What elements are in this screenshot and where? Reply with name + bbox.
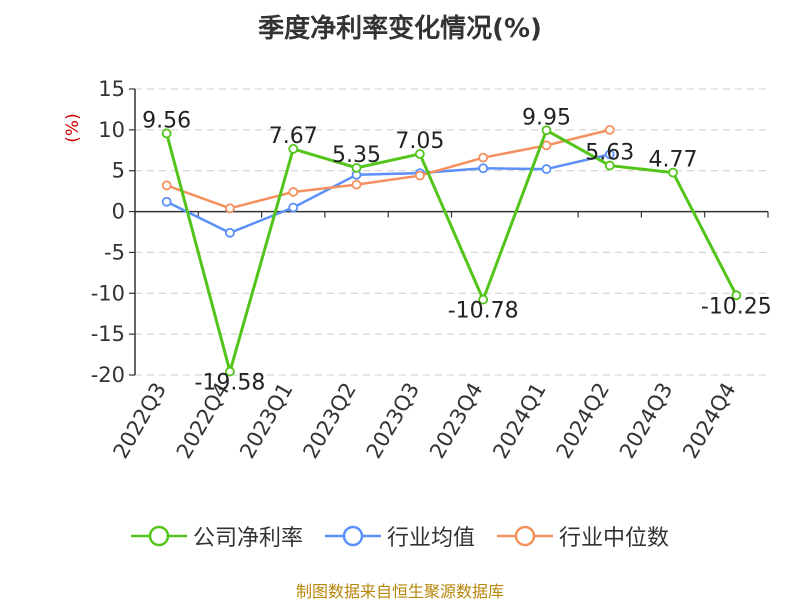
- series-point-1: [478, 163, 489, 174]
- series-point-0: [414, 149, 425, 159]
- data-label: 7.05: [395, 129, 444, 154]
- legend-mean-label: 行业均值: [386, 526, 475, 551]
- series-point-2: [288, 187, 299, 197]
- x-tick-label: 2023Q4: [425, 379, 487, 463]
- data-label: 4.77: [649, 148, 698, 173]
- x-tick-label: 2022Q3: [109, 379, 171, 463]
- legend: 公司净利率 行业均值 行业中位数: [0, 520, 800, 552]
- y-tick-label: 10: [98, 118, 125, 142]
- series-point-0: [478, 294, 489, 305]
- legend-item-industry-mean[interactable]: 行业均值: [324, 520, 475, 552]
- data-label: -10.25: [701, 294, 772, 319]
- series-point-0: [351, 162, 362, 173]
- legend-company-marker-icon: [130, 525, 187, 547]
- x-tick-label: 2024Q2: [552, 379, 614, 463]
- legend-mean-marker-icon: [324, 525, 381, 547]
- y-tick-label: 15: [98, 77, 125, 101]
- x-tick-label: 2024Q3: [615, 379, 677, 463]
- data-label: -19.58: [194, 371, 265, 396]
- series-point-2: [351, 179, 362, 190]
- series-point-0: [225, 366, 235, 377]
- data-label: -10.78: [448, 299, 519, 324]
- series-layer: [161, 124, 742, 377]
- series-point-0: [731, 290, 742, 301]
- x-tick-label: 2024Q4: [678, 379, 740, 463]
- series-point-2: [541, 140, 552, 151]
- data-label: 7.67: [269, 124, 318, 149]
- series-point-1: [225, 227, 235, 238]
- series-point-0: [541, 125, 552, 136]
- data-label: 9.56: [142, 108, 191, 133]
- series-line-2: [166, 128, 611, 210]
- data-labels: 9.56 -19.58 7.67 5.35 7.05 -10.78 9.95 5.63 4.77…: [142, 105, 772, 395]
- series-point-0: [288, 143, 299, 154]
- series-point-1: [541, 164, 552, 174]
- y-tick-label: -5: [104, 240, 125, 264]
- chart-title: 季度净利率变化情况(%): [258, 14, 542, 44]
- series-line-1: [166, 153, 611, 235]
- y-tick-label: -20: [91, 363, 125, 387]
- legend-company-label: 公司净利率: [192, 526, 303, 551]
- x-tick-label: 2023Q2: [298, 379, 360, 463]
- legend-item-company[interactable]: 公司净利率: [130, 520, 303, 552]
- series-line-0: [165, 128, 738, 374]
- legend-item-industry-median[interactable]: 行业中位数: [497, 520, 669, 552]
- series-point-1: [161, 196, 172, 207]
- y-unit-label: (%): [63, 113, 83, 142]
- data-label: 9.95: [522, 105, 571, 130]
- series-point-1: [288, 202, 299, 213]
- data-label: 5.35: [332, 143, 381, 168]
- legend-median-marker-icon: [497, 525, 553, 547]
- y-tick-label: -15: [91, 322, 125, 346]
- x-tick-label: 2024Q1: [488, 379, 550, 463]
- series-point-2: [225, 203, 235, 214]
- y-tick-label: 5: [112, 159, 125, 183]
- series-point-2: [161, 180, 172, 191]
- y-tick-label: 0: [112, 200, 125, 224]
- series-point-2: [604, 124, 615, 135]
- x-tick-label: 2023Q3: [362, 379, 424, 463]
- series-point-2: [478, 152, 489, 163]
- series-point-1: [604, 149, 615, 160]
- series-point-0: [161, 128, 172, 139]
- series-point-2: [414, 170, 425, 181]
- series-point-0: [668, 167, 678, 178]
- data-label: 5.63: [585, 141, 634, 166]
- source-note: 制图数据来自恒生聚源数据库: [295, 582, 504, 601]
- series-point-0: [604, 160, 615, 171]
- y-tick-label: -10: [91, 281, 125, 305]
- legend-median-label: 行业中位数: [559, 526, 670, 551]
